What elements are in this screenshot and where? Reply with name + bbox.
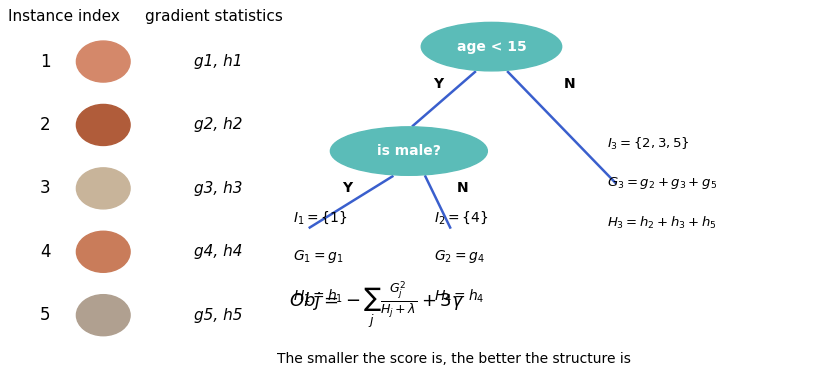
- Text: g5, h5: g5, h5: [194, 308, 243, 323]
- Text: Y: Y: [342, 181, 352, 195]
- Text: $G_1 = g_1$: $G_1 = g_1$: [293, 248, 344, 265]
- Text: $Obj = -\sum_j \frac{G_j^2}{H_j+\lambda} + 3\gamma$: $Obj = -\sum_j \frac{G_j^2}{H_j+\lambda}…: [289, 280, 465, 331]
- Text: $H_3 = h_2 + h_3 + h_5$: $H_3 = h_2 + h_3 + h_5$: [607, 214, 717, 231]
- Ellipse shape: [330, 127, 487, 175]
- Text: The smaller the score is, the better the structure is: The smaller the score is, the better the…: [277, 352, 630, 367]
- Text: 1: 1: [40, 53, 50, 70]
- Text: gradient statistics: gradient statistics: [145, 9, 282, 24]
- Text: N: N: [457, 181, 468, 195]
- Ellipse shape: [76, 231, 131, 272]
- Text: $H_4 = h_4$: $H_4 = h_4$: [434, 287, 484, 305]
- Text: Instance index: Instance index: [8, 9, 120, 24]
- Ellipse shape: [76, 168, 131, 209]
- Text: N: N: [564, 77, 576, 91]
- Text: $I_2 = \{4\}$: $I_2 = \{4\}$: [434, 209, 488, 226]
- Text: 4: 4: [40, 243, 50, 261]
- Text: $G_3 = g_2 + g_3 + g_5$: $G_3 = g_2 + g_3 + g_5$: [607, 175, 717, 191]
- Text: is male?: is male?: [377, 144, 441, 158]
- Text: g4, h4: g4, h4: [194, 244, 243, 259]
- Text: $G_2 = g_4$: $G_2 = g_4$: [434, 248, 484, 265]
- Text: $I_3 = \{2, 3, 5\}$: $I_3 = \{2, 3, 5\}$: [607, 136, 690, 152]
- Text: age < 15: age < 15: [457, 40, 526, 54]
- Ellipse shape: [421, 22, 562, 71]
- Text: g2, h2: g2, h2: [194, 117, 243, 132]
- Text: g1, h1: g1, h1: [194, 54, 243, 69]
- Text: 5: 5: [40, 306, 50, 324]
- Ellipse shape: [76, 41, 131, 82]
- Text: g3, h3: g3, h3: [194, 181, 243, 196]
- Text: $I_1 = \{1\}$: $I_1 = \{1\}$: [293, 209, 348, 226]
- Ellipse shape: [76, 104, 131, 145]
- Text: $H_1 = h_1$: $H_1 = h_1$: [293, 287, 344, 305]
- Ellipse shape: [76, 295, 131, 336]
- Text: Y: Y: [433, 77, 443, 91]
- Text: 3: 3: [40, 179, 50, 197]
- Text: 2: 2: [40, 116, 50, 134]
